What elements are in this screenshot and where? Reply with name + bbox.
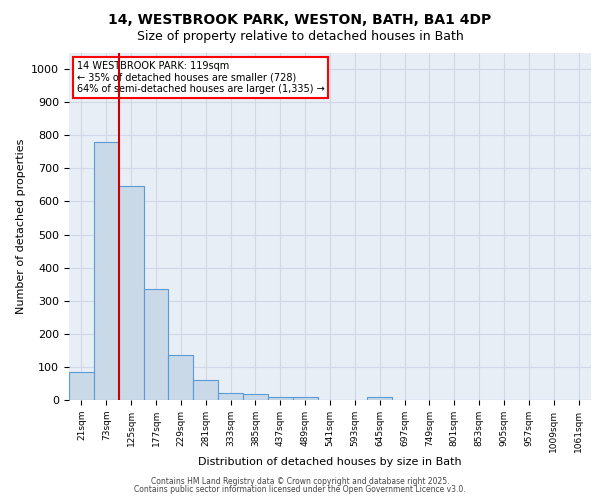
Bar (367, 396, 392, 400)
Text: Contains HM Land Registry data © Crown copyright and database right 2025.: Contains HM Land Registry data © Crown c… (151, 477, 449, 486)
Text: 14 WESTBROOK PARK: 119sqm
← 35% of detached houses are smaller (728)
64% of semi: 14 WESTBROOK PARK: 119sqm ← 35% of detac… (77, 61, 325, 94)
Bar (193, 380, 218, 400)
Bar (218, 392, 243, 400)
X-axis label: Distribution of detached houses by size in Bath: Distribution of detached houses by size … (198, 458, 462, 468)
Text: Size of property relative to detached houses in Bath: Size of property relative to detached ho… (137, 30, 463, 43)
Bar (268, 396, 293, 400)
Text: Contains public sector information licensed under the Open Government Licence v3: Contains public sector information licen… (134, 485, 466, 494)
Text: 14, WESTBROOK PARK, WESTON, BATH, BA1 4DP: 14, WESTBROOK PARK, WESTON, BATH, BA1 4D… (109, 12, 491, 26)
Bar (94, 142, 119, 400)
Bar (293, 396, 317, 400)
Bar (243, 394, 268, 400)
Bar (143, 289, 169, 400)
Y-axis label: Number of detached properties: Number of detached properties (16, 138, 26, 314)
Bar (69, 372, 94, 400)
Bar (119, 186, 143, 400)
Bar (169, 356, 193, 400)
